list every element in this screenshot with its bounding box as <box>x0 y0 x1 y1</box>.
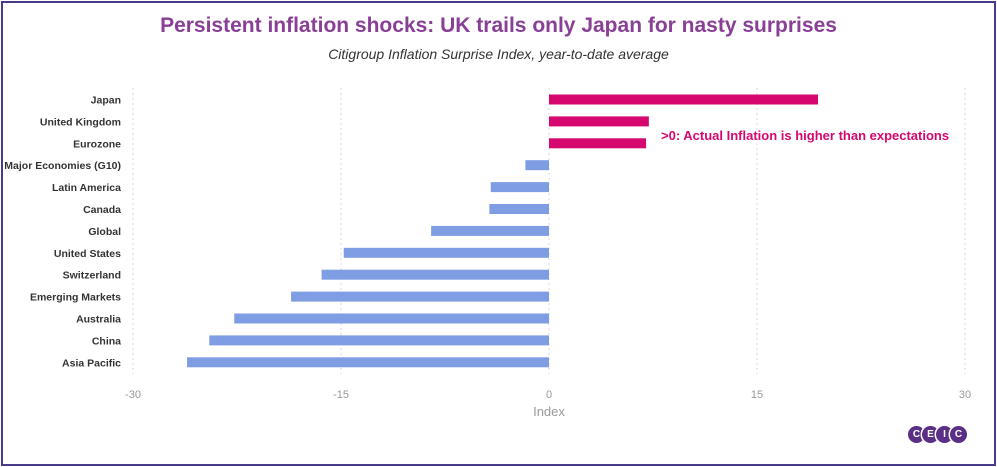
category-label: Japan <box>91 95 121 107</box>
category-label: Latin America <box>52 182 121 194</box>
chart-title: Persistent inflation shocks: UK trails o… <box>160 14 837 37</box>
bar-latin-america <box>490 182 549 193</box>
category-label: Asia Pacific <box>62 357 121 369</box>
category-label: Major Economies (G10) <box>4 160 121 172</box>
logo-letter: I <box>936 426 953 443</box>
x-tick-label: 15 <box>751 389 763 401</box>
bar-australia <box>234 313 549 324</box>
bar-major-economies-g10 <box>525 160 549 171</box>
category-label: Global <box>88 226 121 238</box>
bars <box>187 94 819 368</box>
bar-china <box>209 335 549 346</box>
x-axis-label: Index <box>533 404 565 419</box>
category-label: United States <box>54 248 121 260</box>
bar-asia-pacific <box>187 357 549 368</box>
category-label: Emerging Markets <box>30 292 121 304</box>
bar-eurozone <box>549 138 647 149</box>
category-labels: Japan United Kingdom Eurozone Major Economi… <box>4 95 121 370</box>
category-label: Australia <box>76 314 121 326</box>
bar-canada <box>489 204 549 214</box>
x-tick-label: 0 <box>546 389 552 401</box>
x-tick-label: 30 <box>959 389 971 401</box>
category-label: United Kingdom <box>40 116 121 128</box>
logo-letter: E <box>922 426 939 443</box>
chart-subtitle: Citigroup Inflation Surprise Index, year… <box>328 46 669 62</box>
bar-switzerland <box>321 269 549 280</box>
annotation-text: >0: Actual Inflation is higher than expe… <box>661 128 949 143</box>
bar-united-states <box>343 247 549 258</box>
category-label: Canada <box>83 204 121 216</box>
category-label: Switzerland <box>63 270 121 282</box>
category-label: Eurozone <box>73 138 121 150</box>
x-tick-labels: -30 -15 0 15 30 <box>125 389 971 401</box>
bar-japan <box>549 94 819 105</box>
x-tick-label: -30 <box>125 389 141 401</box>
logo-letter: C <box>908 426 925 443</box>
bar-global <box>431 225 549 236</box>
category-label: China <box>92 335 121 347</box>
x-tick-label: -15 <box>333 389 349 401</box>
ceic-logo: C E I C <box>908 426 967 443</box>
logo-letter: C <box>950 426 967 443</box>
bar-united-kingdom <box>549 116 649 127</box>
bar-emerging-markets <box>291 291 549 302</box>
